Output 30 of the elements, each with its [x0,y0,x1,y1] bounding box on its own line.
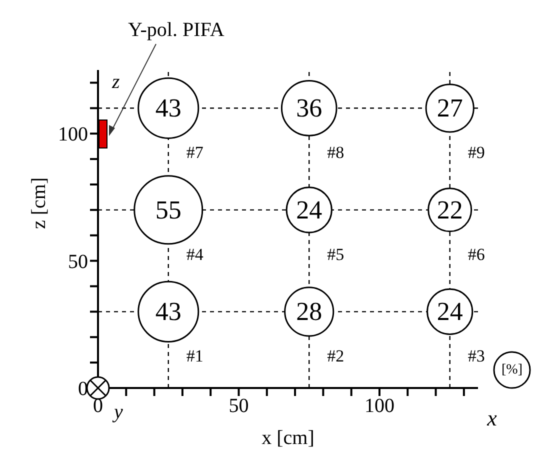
annotation: 27 [436,94,463,123]
text: y [112,401,123,423]
annotation: #2 [327,346,344,366]
x-tick-label: 50 [228,395,249,418]
annotation: #4 [186,244,204,264]
annotation: z [111,71,120,93]
annotation: 43 [155,94,182,123]
annotation: 22 [436,195,463,224]
x-tick-label: 0 [93,395,103,418]
x-axis-title: x [cm] [262,427,314,449]
annotation: 24 [296,195,322,224]
annotation: 24 [436,297,463,326]
annotation: #9 [468,143,485,162]
y-tick-label: 100 [58,124,88,146]
annotation: #8 [327,143,344,162]
annotation: 43 [155,297,182,326]
annotation: 55 [155,195,182,224]
annotation: #1 [186,346,204,366]
annotation: 36 [296,94,322,123]
x-tick-label: 100 [364,395,394,418]
text: Y-pol. PIFA [128,19,225,41]
annotation: 28 [296,297,322,326]
annotation: #5 [327,244,344,264]
y-tick-label: 50 [68,250,88,273]
text: x [486,406,498,430]
annotation: #3 [468,346,485,366]
y-axis-title: z [cm] [28,177,50,229]
annotation: #7 [186,143,204,162]
text: [%] [502,362,522,378]
annotation: #6 [468,244,485,264]
